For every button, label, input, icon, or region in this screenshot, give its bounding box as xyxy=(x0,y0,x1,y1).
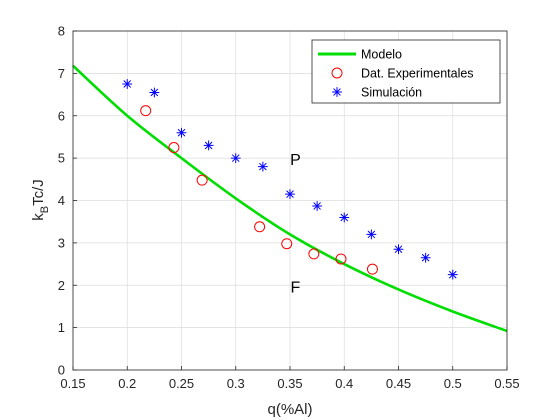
x-tick-label: 0.2 xyxy=(118,376,136,391)
x-tick-label: 0.45 xyxy=(386,376,411,391)
legend-label-modelo: Modelo xyxy=(361,48,402,62)
legend-swatch-experimentales xyxy=(331,67,343,79)
y-tick-label: 5 xyxy=(58,151,65,166)
x-tick-label: 0.4 xyxy=(335,376,353,391)
legend-label-experimentales: Dat. Experimentales xyxy=(361,67,474,81)
data-point-simulacion xyxy=(285,189,295,200)
ticks: 0.15 0.2 0.25 0.3 0.35 0.4 0.45 0.5 0.55 0 1 2 3 4 5 6 7… xyxy=(58,24,520,392)
data-point-simulacion xyxy=(447,269,458,280)
data-point-simulacion xyxy=(122,78,133,89)
data-point-simulacion xyxy=(312,201,323,212)
y-axis-label-prefix: k xyxy=(30,213,47,221)
x-tick-label: 0.25 xyxy=(169,376,194,391)
data-point-experimental xyxy=(168,142,180,154)
y-tick-label: 1 xyxy=(58,320,65,335)
legend-box xyxy=(311,39,501,104)
x-tick-label: 0.3 xyxy=(227,376,245,391)
data-point-simulacion xyxy=(257,161,268,172)
annotations: PF xyxy=(290,152,301,297)
data-point-simulacion xyxy=(420,252,431,263)
data-point-experimental xyxy=(281,238,293,250)
data-point-simulacion xyxy=(339,212,350,223)
y-tick-label: 4 xyxy=(58,193,65,208)
y-axis-label-suffix: Tc/J xyxy=(30,179,47,206)
legend-asterisk-mark xyxy=(332,87,342,97)
series-line-modelo xyxy=(72,64,508,333)
y-tick-label: 0 xyxy=(58,363,65,378)
y-axis-label-subscript: B xyxy=(39,206,51,213)
x-tick-label: 0.5 xyxy=(444,376,462,391)
data-point-experimental xyxy=(140,105,152,117)
data-point-experimental xyxy=(366,263,378,275)
data-point-simulacion xyxy=(230,153,241,164)
x-axis-label: q(%Al) xyxy=(267,401,312,418)
x-tick-label: 0.55 xyxy=(494,376,519,391)
data-point-simulacion xyxy=(176,127,187,138)
legend-swatch-simulacion xyxy=(332,87,342,97)
y-tick-label: 7 xyxy=(58,66,65,81)
data-point-simulacion xyxy=(149,87,160,98)
region-label-p: P xyxy=(290,152,301,169)
y-tick-label: 2 xyxy=(58,278,65,293)
legend-label-simulacion: Simulación xyxy=(361,86,422,100)
data-point-simulacion xyxy=(203,140,214,151)
data-point-simulacion xyxy=(366,229,377,240)
y-axis-label: kBTc/J xyxy=(30,179,51,221)
data-point-experimental xyxy=(254,221,266,233)
data-point-experimental xyxy=(196,174,208,186)
legend: Modelo Dat. Experimentales Simulación xyxy=(311,39,501,104)
y-tick-label: 3 xyxy=(58,235,65,250)
data-point-experimental xyxy=(335,253,347,265)
data-point-experimental xyxy=(308,248,320,260)
series-layer xyxy=(72,64,508,333)
region-label-f: F xyxy=(291,280,301,297)
y-tick-label: 8 xyxy=(58,24,65,39)
x-tick-label: 0.15 xyxy=(60,376,85,391)
y-tick-label: 6 xyxy=(58,108,65,123)
data-point-simulacion xyxy=(393,244,404,255)
x-tick-label: 0.35 xyxy=(277,376,302,391)
